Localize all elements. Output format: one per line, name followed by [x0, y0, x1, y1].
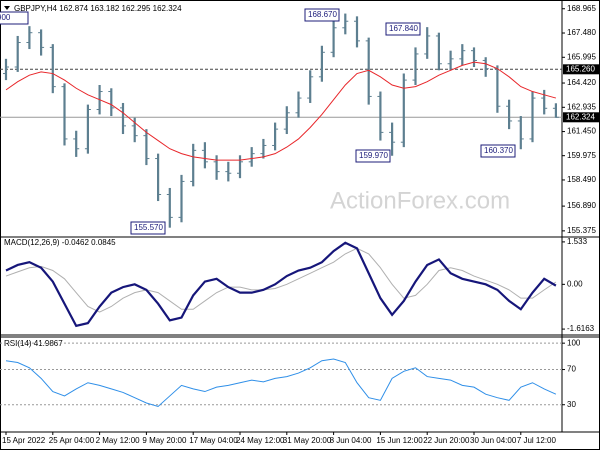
annotation-box: [385, 22, 421, 36]
annotation-box: [355, 149, 391, 163]
y-tick-label: 155.375: [567, 226, 596, 235]
y-tick-label: 100: [567, 338, 581, 347]
y-tick-label: 167.480: [567, 28, 596, 37]
annotation-box: [0, 11, 29, 25]
x-tick-label: 22 Jun 20:00: [423, 436, 470, 445]
y-tick-label: -1.6163: [567, 324, 595, 333]
annotation-box: [480, 144, 516, 158]
x-tick-label: 7 Jul 12:00: [517, 436, 557, 445]
price-label-box: [563, 112, 600, 123]
menu-arrow: [4, 6, 10, 10]
x-tick-label: 2 May 12:00: [96, 436, 141, 445]
y-tick-label: 165.995: [567, 52, 596, 61]
y-tick-label: 161.450: [567, 127, 596, 136]
annotation: 168.670: [308, 10, 337, 19]
x-tick-label: 25 Apr 04:00: [49, 436, 95, 445]
x-tick-label: 31 May 20:00: [283, 436, 332, 445]
y-tick-label: 1.533: [567, 237, 588, 246]
y-tick-label: 168.965: [567, 4, 596, 13]
y-tick-label: 0.00: [567, 279, 583, 288]
annotation-box: [130, 221, 166, 235]
price-label: 165.260: [566, 64, 595, 73]
y-tick-label: 162.935: [567, 102, 596, 111]
price-header: GBPJPY,H4 162.874 163.182 162.295 162.32…: [14, 4, 182, 13]
x-tick-label: 24 May 12:00: [236, 436, 285, 445]
x-tick-label: 17 May 04:00: [189, 436, 238, 445]
indicator-line: [5, 241, 557, 328]
x-tick-label: 30 Jun 04:00: [470, 436, 517, 445]
indicator-line: [5, 61, 557, 161]
annotation: 167.840: [389, 24, 418, 33]
x-tick-label: 15 Apr 2022: [2, 436, 46, 445]
annotation: 155.570: [134, 223, 163, 232]
y-tick-label: 156.890: [567, 201, 596, 210]
x-tick-label: 8 Jun 04:00: [330, 436, 372, 445]
indicator-line: [5, 358, 557, 408]
annotation: 159.970: [359, 151, 388, 160]
x-tick-label: 15 Jun 12:00: [376, 436, 423, 445]
watermark: ActionForex.com: [330, 187, 510, 214]
macd-header: MACD(12,26,9) -0.0462 0.0845: [4, 238, 116, 247]
annotation: 160.370: [484, 146, 513, 155]
annotation-box: [304, 8, 340, 22]
y-tick-label: 159.975: [567, 151, 596, 160]
y-tick-label: 70: [567, 365, 576, 374]
price-label: 162.324: [566, 112, 595, 121]
annotation: 900: [0, 13, 11, 22]
y-tick-label: 164.420: [567, 78, 596, 87]
y-tick-label: 158.490: [567, 175, 596, 184]
x-tick-label: 9 May 20:00: [142, 436, 187, 445]
price-label-box: [563, 64, 600, 75]
y-tick-label: 30: [567, 400, 576, 409]
